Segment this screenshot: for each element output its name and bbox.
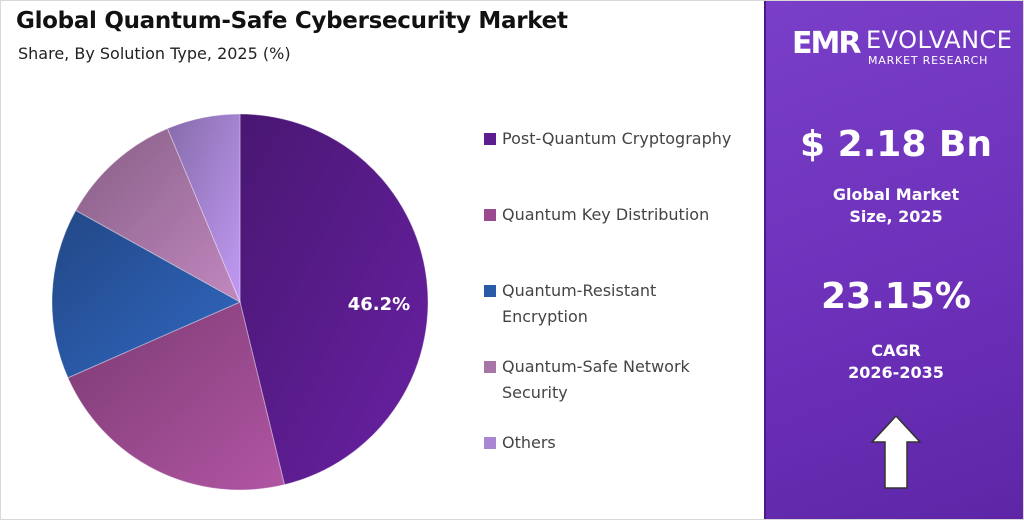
legend-swatch (484, 133, 496, 145)
pie-slice-quantum-safe-network-security (75, 127, 242, 304)
pie-chart: 46.2% (51, 113, 429, 491)
company-logo: EMR EVOLVANCE MARKET RESEARCH (792, 26, 1012, 70)
pie-slice-post-quantum-cryptography (239, 113, 429, 486)
legend-label: Quantum-Safe Network Security (502, 357, 690, 402)
logo-name: EVOLVANCE (866, 26, 1013, 54)
legend-swatch (484, 361, 496, 373)
cagr-value: 23.15% (821, 276, 971, 317)
up-arrow-icon (870, 414, 922, 489)
pie-slice-quantum-key-distribution (67, 301, 286, 491)
legend-label: Quantum Key Distribution (502, 205, 710, 224)
cagr-caption-1: CAGR (871, 341, 921, 360)
legend-label: Quantum-Resistant Encryption (502, 281, 657, 326)
cagr-caption-2: 2026-2035 (848, 363, 944, 382)
market-size-caption-2: Size, 2025 (849, 207, 943, 226)
pie-slice-quantum-resistant-encryption (51, 209, 242, 379)
legend-swatch (484, 437, 496, 449)
market-size-caption-1: Global Market (832, 185, 960, 204)
summary-panel: EMR EVOLVANCE MARKET RESEARCH $ 2.18 Bn … (764, 0, 1024, 520)
chart-panel: Global Quantum-Safe Cybersecurity Market… (16, 8, 732, 491)
market-size-value: $ 2.18 Bn (799, 124, 992, 165)
chart-title: Global Quantum-Safe Cybersecurity Market (16, 8, 568, 34)
data-label-post-quantum: 46.2% (348, 294, 410, 315)
chart-subtitle: Share, By Solution Type, 2025 (%) (18, 44, 291, 63)
legend-swatch (484, 285, 496, 297)
logo-mark: EMR (792, 26, 861, 61)
legend-swatch (484, 209, 496, 221)
pie-slice-others (166, 113, 241, 303)
legend-label: Post-Quantum Cryptography (502, 129, 732, 148)
legend-label: Others (502, 433, 556, 452)
logo-subtitle: MARKET RESEARCH (868, 54, 989, 67)
